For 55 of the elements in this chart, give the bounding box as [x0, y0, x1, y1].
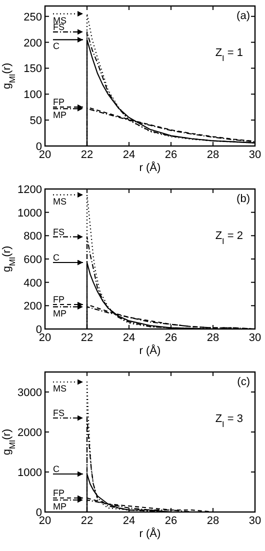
y-tick-label: 600 — [24, 254, 42, 266]
x-tick-label: 28 — [206, 332, 220, 344]
x-axis-title: r (Å) — [139, 527, 161, 540]
annotation: Z$_{I}$ = 3 — [215, 413, 243, 428]
y-tick-label: 3000 — [18, 387, 42, 399]
annotation: Z$_{I}$ = 2 — [215, 230, 243, 246]
x-tick-label: 24 — [122, 515, 136, 527]
x-tick-label: 30 — [248, 149, 262, 161]
x-tick-label: 30 — [248, 332, 262, 344]
x-tick-label: 22 — [80, 515, 94, 527]
x-tick-label: 24 — [122, 332, 136, 344]
x-tick-label: 24 — [122, 149, 136, 161]
y-tick-label: 250 — [24, 11, 42, 24]
text: FP — [53, 294, 65, 304]
y-tick-label: 1000 — [18, 467, 42, 479]
y-tick-label: 400 — [24, 277, 42, 290]
x-tick-label: 28 — [206, 149, 220, 161]
x-tick-label: 26 — [164, 149, 178, 161]
x-tick-label: 20 — [38, 149, 52, 161]
x-tick-label: 20 — [38, 515, 52, 527]
x-tick-label: 22 — [80, 149, 94, 161]
text: C — [53, 252, 60, 262]
y-tick-label: 1200 — [18, 184, 42, 196]
legend-label: MS — [53, 196, 66, 206]
x-tick-label: 26 — [164, 515, 178, 527]
y-tick-label: 150 — [24, 63, 42, 76]
y-tick-label: 50 — [30, 115, 42, 128]
legend-label: C — [53, 41, 60, 52]
y-tick-label: 100 — [24, 89, 42, 102]
y-tick-label: 1000 — [18, 207, 42, 220]
annotation: Z$_{I}$ = 1 — [215, 47, 243, 62]
y-tick-label: 800 — [24, 230, 42, 243]
annotation: (c) — [237, 376, 250, 388]
text: FS — [53, 226, 65, 237]
legend-label: MP — [53, 308, 66, 318]
x-axis-title: r (Å) — [139, 161, 161, 174]
y-tick-label: 200 — [24, 300, 42, 313]
x-tick-label: 30 — [248, 515, 262, 527]
text: FP — [53, 488, 65, 498]
x-tick-label: 26 — [164, 332, 178, 344]
legend-label: MP — [53, 502, 66, 512]
legend-label: MS — [53, 15, 66, 26]
x-tick-label: 28 — [206, 515, 220, 527]
legend-label: MS — [53, 384, 66, 394]
annotation: (a) — [236, 10, 250, 22]
annotation: (b) — [236, 193, 250, 205]
x-tick-label: 20 — [38, 332, 52, 344]
x-tick-label: 22 — [80, 332, 94, 344]
text: FS — [53, 408, 65, 418]
y-tick-label: 2000 — [18, 427, 42, 439]
text: FP — [53, 97, 65, 108]
text: C — [53, 464, 60, 474]
legend-label: MP — [53, 110, 66, 120]
x-axis-title: r (Å) — [139, 344, 161, 357]
y-tick-label: 200 — [24, 37, 42, 50]
